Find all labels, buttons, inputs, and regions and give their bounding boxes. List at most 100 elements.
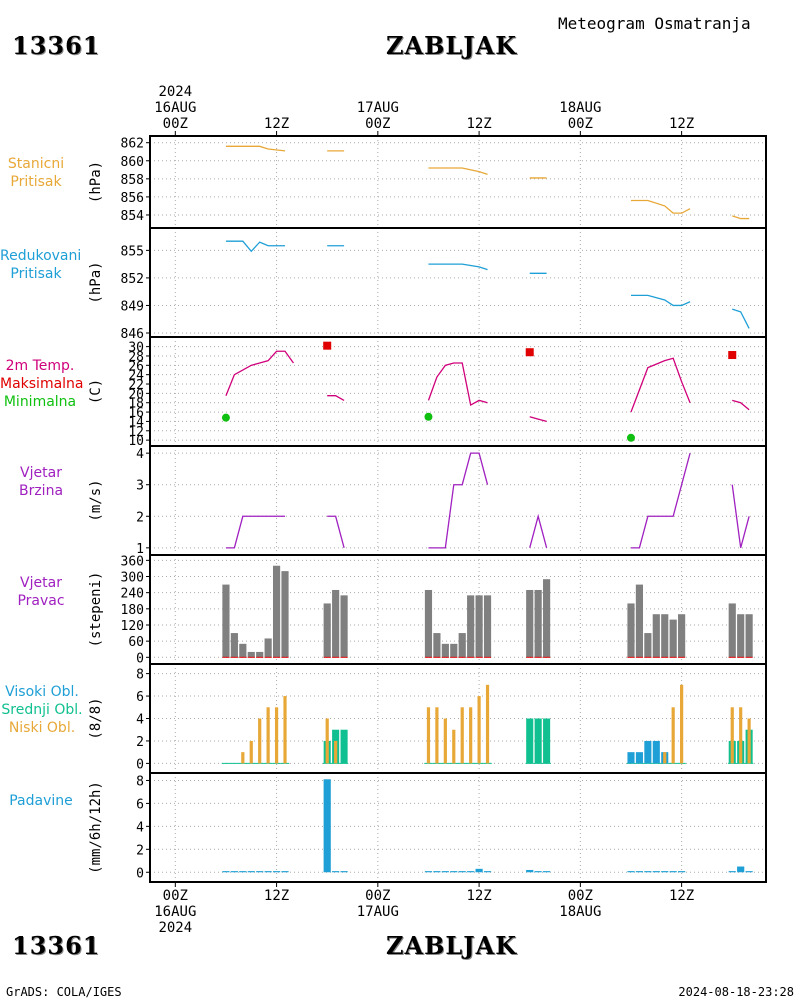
series-line [327,515,345,549]
panel-label-reduced-pressure: Redukovani Pritisak [0,248,82,282]
y-tick-label: 10 [128,434,144,449]
y-tick-label: 858 [121,173,144,188]
wind-direction-bar [458,633,466,658]
precip-bar [458,871,466,873]
series-line [427,362,488,407]
y-tick-label: 28 [128,350,144,365]
x-tick-label-top: 17AUG [357,100,399,116]
low-cloud-bar [680,684,684,764]
y-tick-label: 4 [136,820,144,835]
x-tick-label-bottom: 12Z [466,888,491,904]
panel-label-wind-speed: Vjetar Brzina [18,465,64,499]
panel-0 [146,135,767,229]
y-tick-label: 18 [128,397,144,412]
station-name-top: ZABLJAK [386,31,518,60]
tmax-marker [728,351,737,360]
wind-direction-bar [526,589,534,658]
high-cloud-bar [635,752,643,764]
y-tick-label: 20 [128,387,144,402]
low-cloud-bar [443,718,447,764]
low-cloud-bar [452,729,456,764]
wind-direction-bar [669,619,677,658]
low-cloud-bar [426,707,431,764]
low-cloud-bar [469,707,473,764]
panel-frame [149,135,767,229]
series-line [225,515,286,549]
tmin-marker [424,412,433,421]
y-tick-label: 0 [136,757,144,772]
wind-direction-bar [281,571,289,658]
y-tick-label: 3 [136,479,144,494]
tmax-marker [525,348,534,357]
precip-bar [635,871,644,873]
y-tick-label: 360 [121,554,144,569]
series-line [732,308,750,329]
wind-direction-bar [239,643,247,658]
station-id-bottom: 13361 [12,931,101,960]
y-tick-label: 22 [128,378,144,393]
x-tick-label-bottom: 00Z [163,888,188,904]
precip-bar [627,871,635,873]
y-tick-label: 120 [121,619,144,634]
precip-bar [745,871,753,873]
wind-direction-bar [247,651,255,658]
precip-bar [450,871,458,873]
low-cloud-bar [249,740,253,764]
station-name-bottom: ZABLJAK [386,931,518,960]
precip-bar [264,871,272,873]
station-id-top: 13361 [12,31,101,60]
y-tick-label: 2 [136,735,144,750]
y-axis-unit: (stepeni) [88,572,104,648]
precip-bar [661,871,669,873]
low-cloud-bar [258,718,262,764]
precip-bar [340,871,348,873]
wind-direction-bar [222,584,230,658]
tmin-marker [221,413,230,422]
precip-bar [433,871,441,873]
tmax-marker [323,341,332,350]
x-tick-label-top: 00Z [365,116,390,132]
panel-2 [146,336,767,447]
wind-direction-bar [543,579,551,658]
tmin-marker [626,433,635,442]
wind-direction-bar [256,651,264,658]
low-cloud-bar [283,696,287,764]
mid-cloud-bar [340,729,348,764]
low-cloud-bar [485,684,490,764]
high-cloud-bar [644,740,652,764]
precip-bar [644,871,652,873]
y-tick-label: 1 [136,542,144,557]
y-tick-label: 240 [121,587,144,602]
low-cloud-bar [747,718,751,764]
wind-direction-bar [340,595,348,658]
mid-cloud-bar [534,718,542,764]
y-tick-label: 60 [128,635,144,650]
wind-direction-bar [737,614,745,658]
wind-direction-bar [483,595,492,658]
low-cloud-bar [739,707,743,764]
x-tick-label-bottom: 12Z [264,888,289,904]
low-cloud-bar [334,740,338,764]
y-tick-label: 6 [136,690,144,705]
panel-4 [146,554,767,665]
wind-direction-bar [450,643,458,658]
y-tick-label: 30 [128,341,144,356]
series-line [428,167,488,175]
high-cloud-bar [652,740,660,764]
wind-direction-bar [475,595,483,658]
precip-bar [467,871,475,873]
wind-direction-bar [424,589,433,658]
series-line [630,452,691,549]
series-line [630,294,691,307]
x-tick-label-top: 12Z [669,116,694,132]
y-tick-label: 4 [136,447,144,462]
x-tick-label-top: 00Z [163,116,188,132]
precip-bar [272,871,281,873]
series-line [225,240,286,253]
wind-direction-bar [644,633,652,658]
y-tick-label: 0 [136,866,144,881]
footer-credit: GrADS: COLA/IGES [6,985,122,999]
wind-direction-bar [652,614,660,658]
mid-cloud-bar [543,718,551,764]
